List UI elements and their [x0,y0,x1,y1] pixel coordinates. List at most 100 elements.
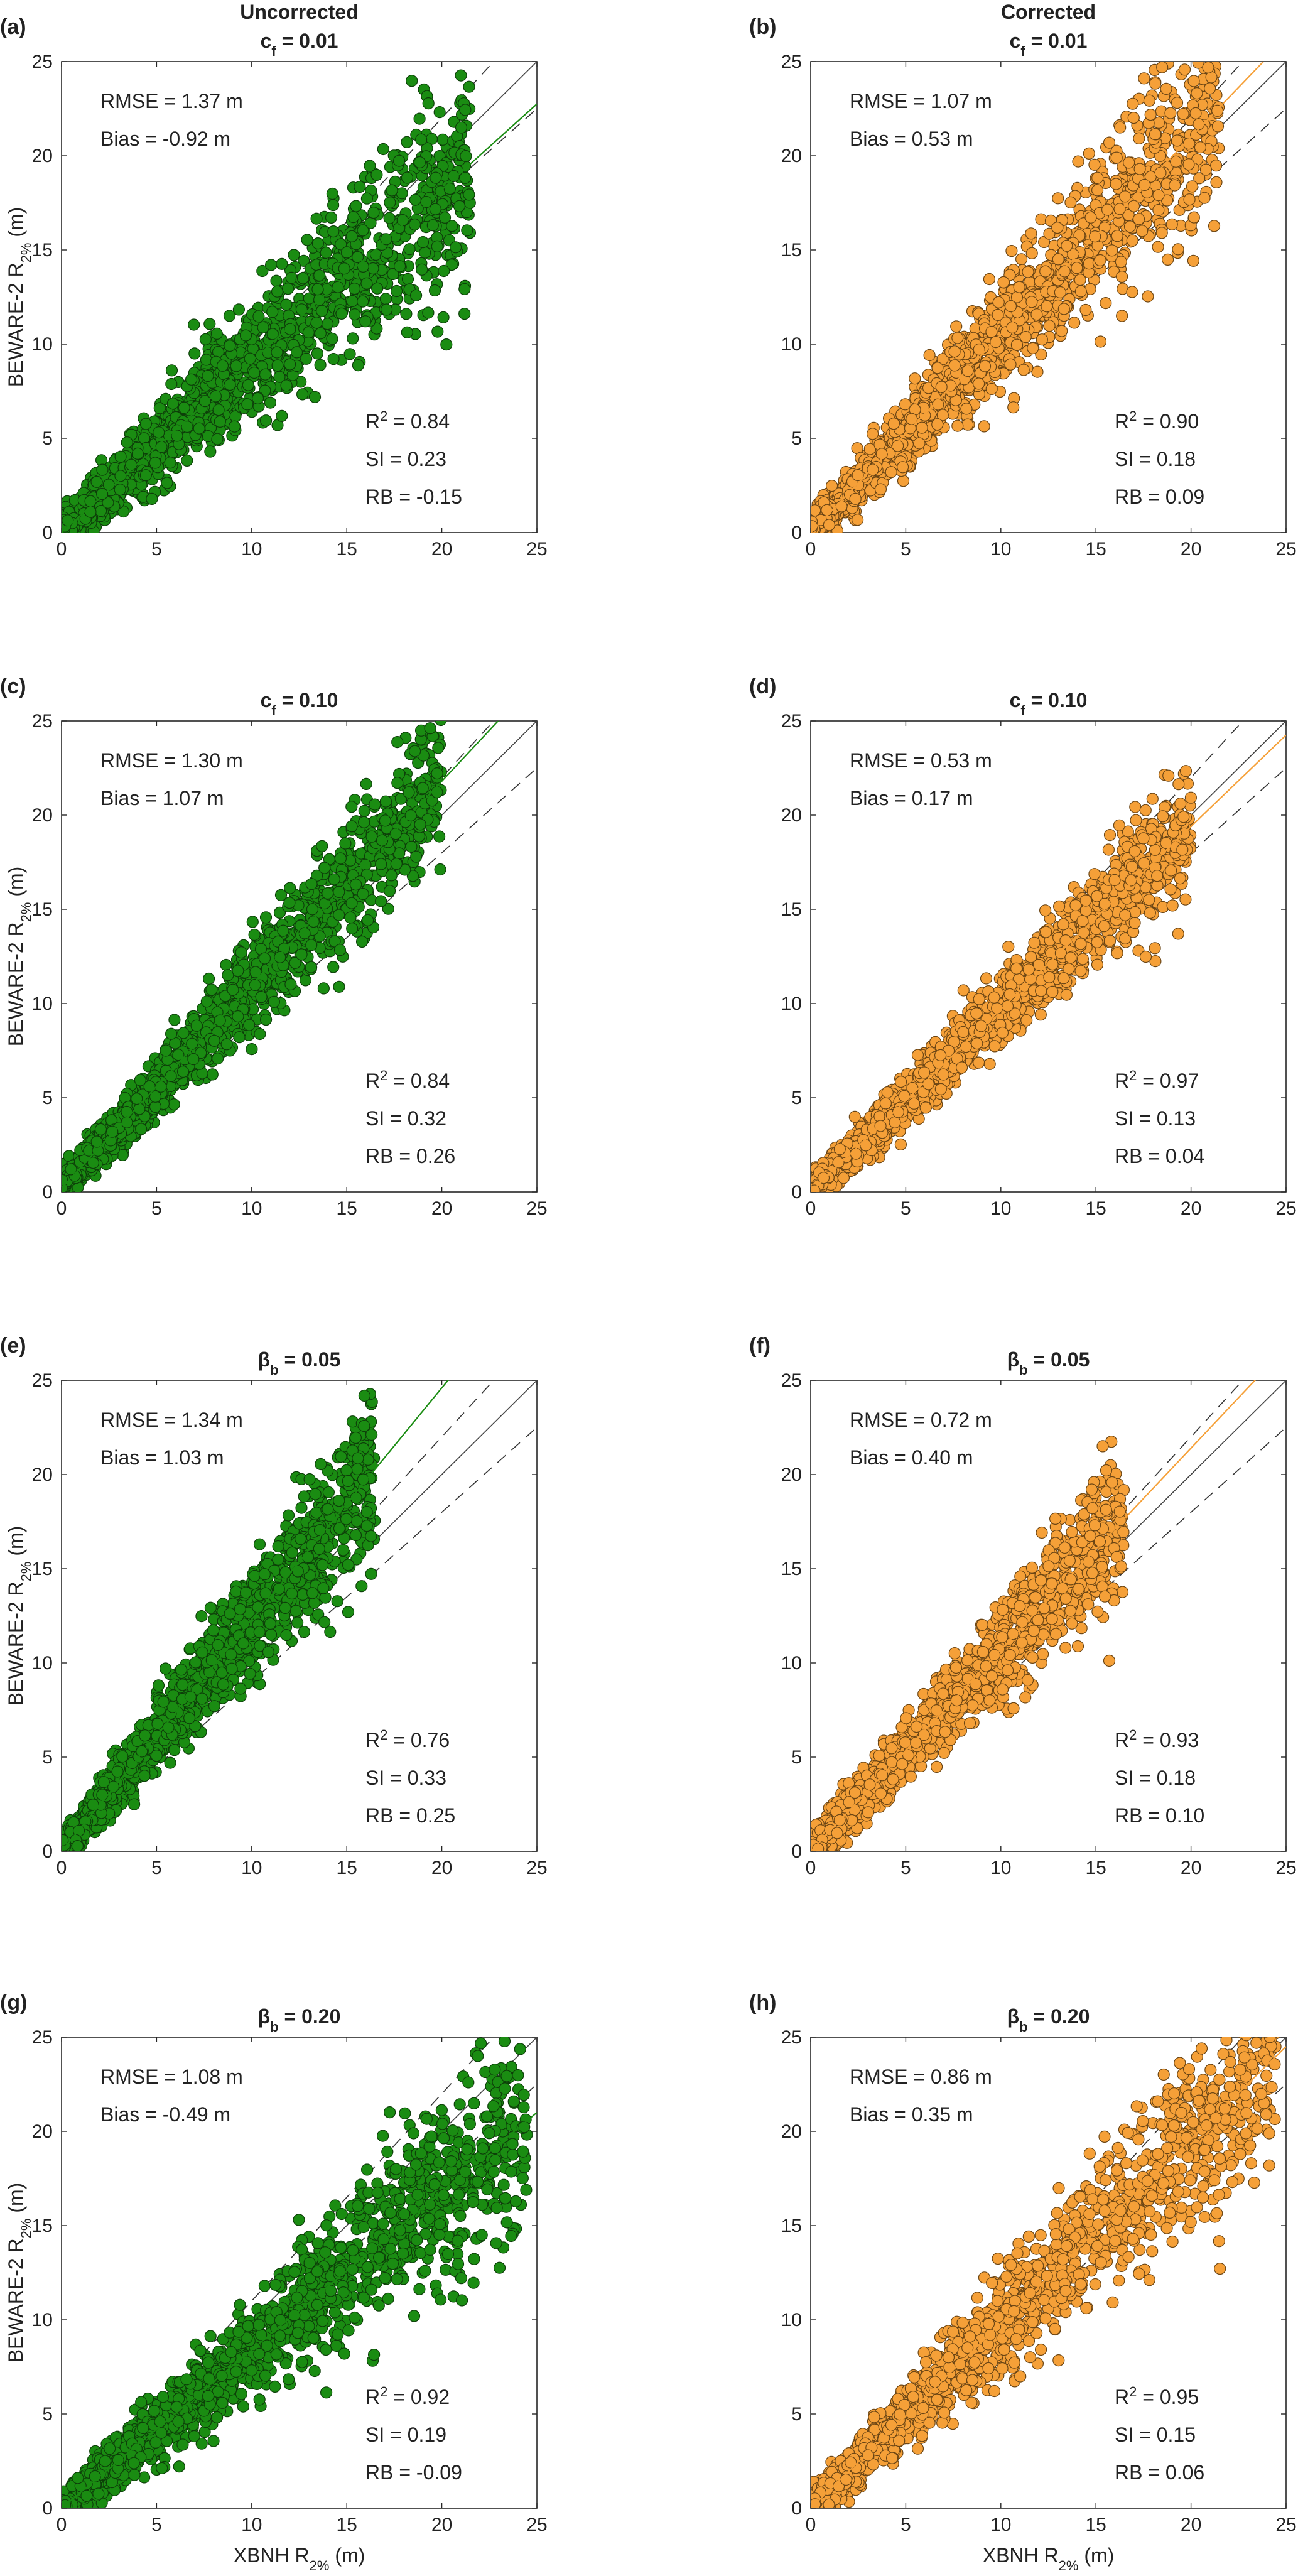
data-point [114,470,127,482]
data-point [436,133,449,146]
data-point [1160,82,1172,95]
data-point [409,193,422,206]
data-point [241,398,254,411]
data-point [1072,155,1084,168]
x-tick-label: 25 [1275,539,1296,560]
data-point [1025,227,1037,240]
data-point [242,379,254,391]
data-point [1126,234,1138,247]
data-point [1004,358,1017,371]
data-point [420,196,433,208]
column-header: Corrected [1001,1,1096,23]
y-axis-label: BEWARE-2 R2% (m) [4,207,34,387]
data-point [178,401,190,414]
data-point [1025,247,1038,259]
data-point [203,318,216,330]
data-point [1138,72,1150,85]
data-point [983,273,996,286]
data-point [932,398,944,411]
data-point [1195,45,1206,56]
data-point [811,504,821,517]
x-tick-label: 0 [57,1198,67,1219]
data-point [1031,365,1044,378]
data-point [239,329,252,342]
data-point [232,303,245,316]
data-point [438,264,450,278]
data-point [433,106,446,119]
data-point [359,315,372,328]
data-point [992,308,1004,322]
data-point [332,281,344,293]
data-point [244,352,256,365]
data-point [849,492,862,505]
data-point [951,419,964,432]
x-tick-label: 10 [241,1198,262,1219]
data-point [961,364,974,377]
data-point [228,420,241,433]
data-point [931,362,944,374]
data-point [453,200,466,212]
data-point [1191,87,1203,100]
data-point [821,504,833,516]
data-point [419,246,431,259]
data-point [951,332,964,344]
data-point [1211,28,1222,40]
data-point [1193,172,1206,185]
data-point [181,420,193,433]
data-point [193,422,205,435]
data-point [440,338,453,351]
data-point [1041,300,1053,313]
data-point [1035,348,1047,361]
data-point [370,322,383,335]
data-point [896,461,909,474]
x-tick-label: 15 [1086,539,1106,560]
data-point [437,311,450,323]
rmse-label: RMSE = 1.37 m [100,90,243,112]
data-point [1074,285,1087,298]
y-tick-label: 20 [32,146,53,166]
data-point [916,421,928,434]
data-point [401,273,414,285]
y-tick-label: 0 [791,522,802,543]
data-point [357,224,369,237]
x-tick-label: 25 [526,1198,547,1219]
data-point [391,777,404,789]
data-point [401,326,413,338]
data-point [461,224,473,237]
y-tick-label: 15 [32,240,53,261]
data-point [308,391,322,403]
data-point [204,445,217,458]
data-point [252,310,265,323]
data-point [1172,243,1184,256]
data-point [1100,297,1112,310]
data-point [400,308,413,320]
data-point [181,454,193,467]
data-point [202,369,214,382]
data-point [284,358,296,371]
data-point [863,443,876,455]
data-point [224,339,236,352]
y-tick-label: 5 [42,428,53,449]
data-point [1084,211,1097,224]
data-point [300,352,313,365]
data-point [259,368,272,381]
data-point [146,492,158,506]
data-point [835,500,848,512]
data-point [62,514,74,527]
data-point [210,327,223,340]
scatter-points [62,721,448,1192]
data-point [1209,160,1223,172]
data-point [224,378,236,391]
data-point [948,359,961,372]
data-point [899,398,912,411]
data-point [265,259,278,271]
data-point [1022,266,1034,278]
data-point [383,212,396,224]
data-point [455,121,468,134]
x-tick-label: 25 [526,539,547,560]
x-tick-label: 10 [990,539,1011,560]
data-point [435,721,447,727]
data-point [950,320,963,333]
data-point [311,237,324,250]
